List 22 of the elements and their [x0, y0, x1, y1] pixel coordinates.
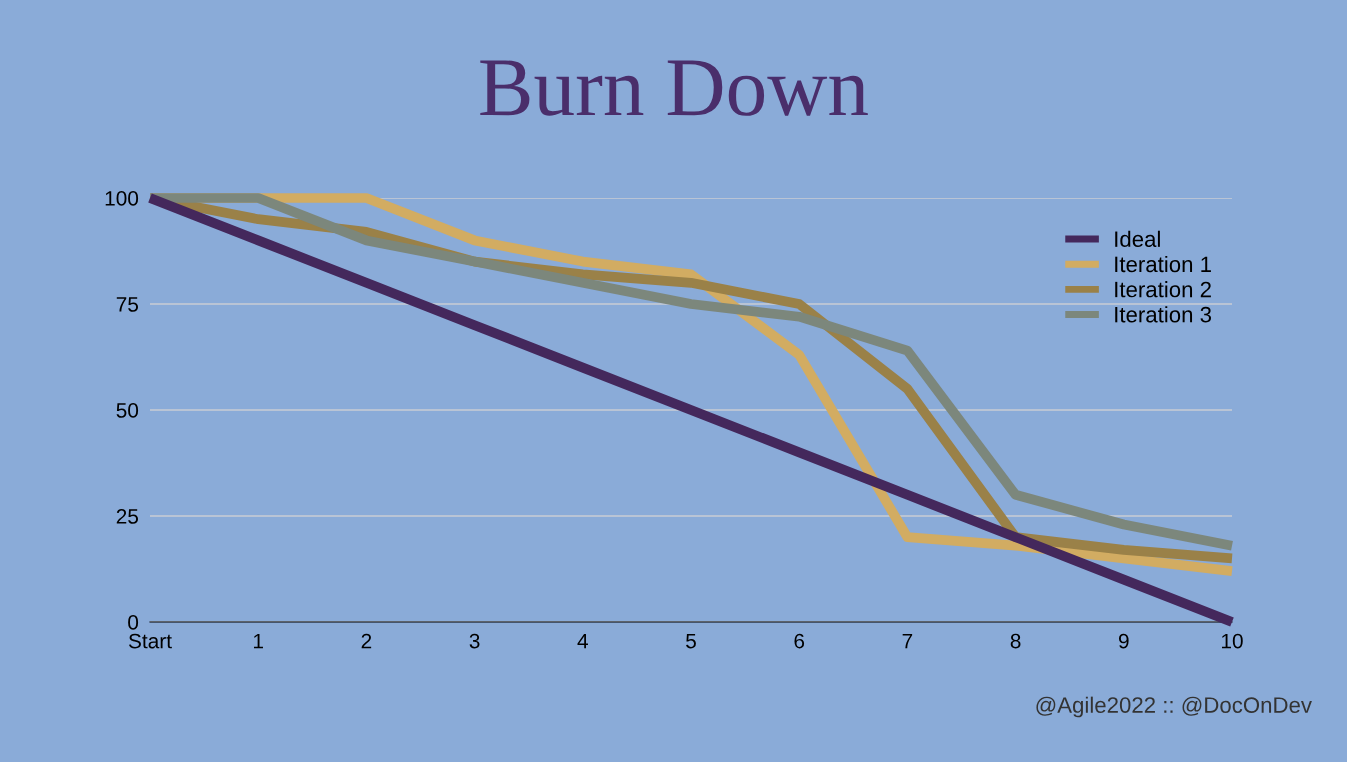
y-tick-label: 75 [116, 297, 139, 312]
text: @Agile2022 :: @DocOnDev [1036, 696, 1312, 718]
x-tick-label: 9 [1118, 633, 1129, 649]
x-tick-label: 2 [361, 633, 372, 649]
x-tick-label: 1 [254, 633, 263, 649]
legend-label: Iteration 3 [1115, 306, 1212, 323]
x-tick-label: 3 [469, 633, 480, 649]
y-tick-label: 25 [116, 509, 139, 524]
legend-label: Ideal [1115, 230, 1160, 248]
x-tick-label: 10 [1222, 633, 1243, 649]
legend-label: Iteration 1 [1115, 255, 1211, 273]
x-tick-label: 5 [686, 633, 696, 649]
x-tick-label: 4 [577, 633, 588, 649]
x-tick-label: Start [128, 633, 172, 649]
x-tick-label: 7 [902, 633, 913, 649]
y-tick-label: 50 [116, 403, 139, 418]
x-tick-label: 8 [1010, 633, 1021, 649]
legend-label: Iteration 2 [1115, 281, 1211, 298]
x-tick-label: 6 [794, 633, 805, 649]
y-tick-label: 100 [105, 191, 139, 206]
chart-title: Burn Down [480, 60, 868, 116]
y-tick-label: 0 [128, 615, 139, 630]
